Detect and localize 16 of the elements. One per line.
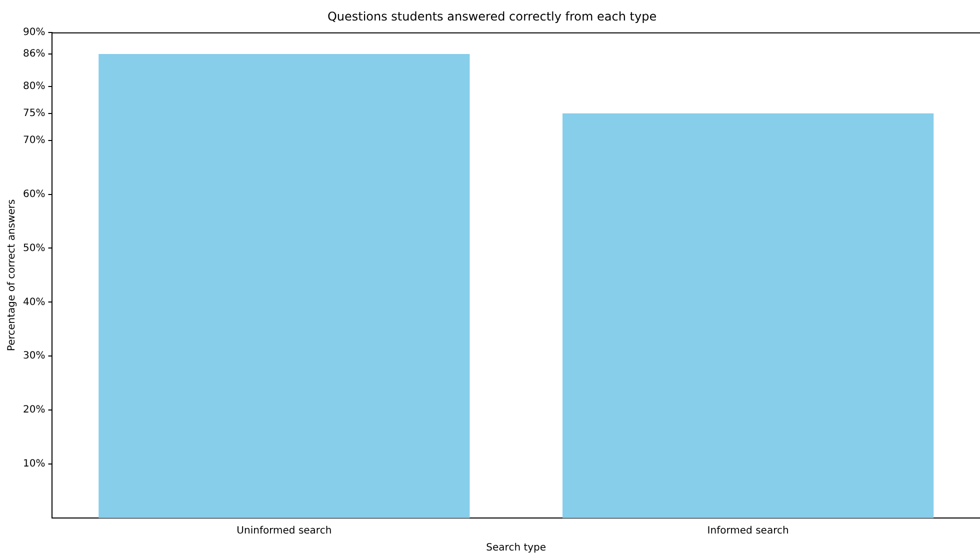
y-axis-title: Percentage of correct answers [6, 199, 18, 352]
y-tick-label: 50% [22, 242, 46, 254]
y-tick-label: 20% [22, 404, 46, 416]
y-tick-label: 40% [22, 296, 46, 308]
chart-title: Questions students answered correctly from each type [327, 9, 657, 24]
x-axis-title: Search type [486, 542, 546, 554]
y-tick-label: 86% [22, 48, 46, 60]
y-tick-label: 30% [22, 350, 46, 362]
y-tick-label: 10% [22, 458, 46, 470]
x-tick-label: Informed search [707, 526, 789, 537]
y-tick-label: 60% [22, 188, 46, 200]
y-tick-label: 80% [22, 80, 46, 92]
y-tick-label: 70% [22, 134, 46, 146]
x-tick-label: Uninformed search [236, 526, 332, 537]
y-tick-label: 90% [22, 26, 46, 38]
y-tick-label: 75% [22, 108, 46, 119]
